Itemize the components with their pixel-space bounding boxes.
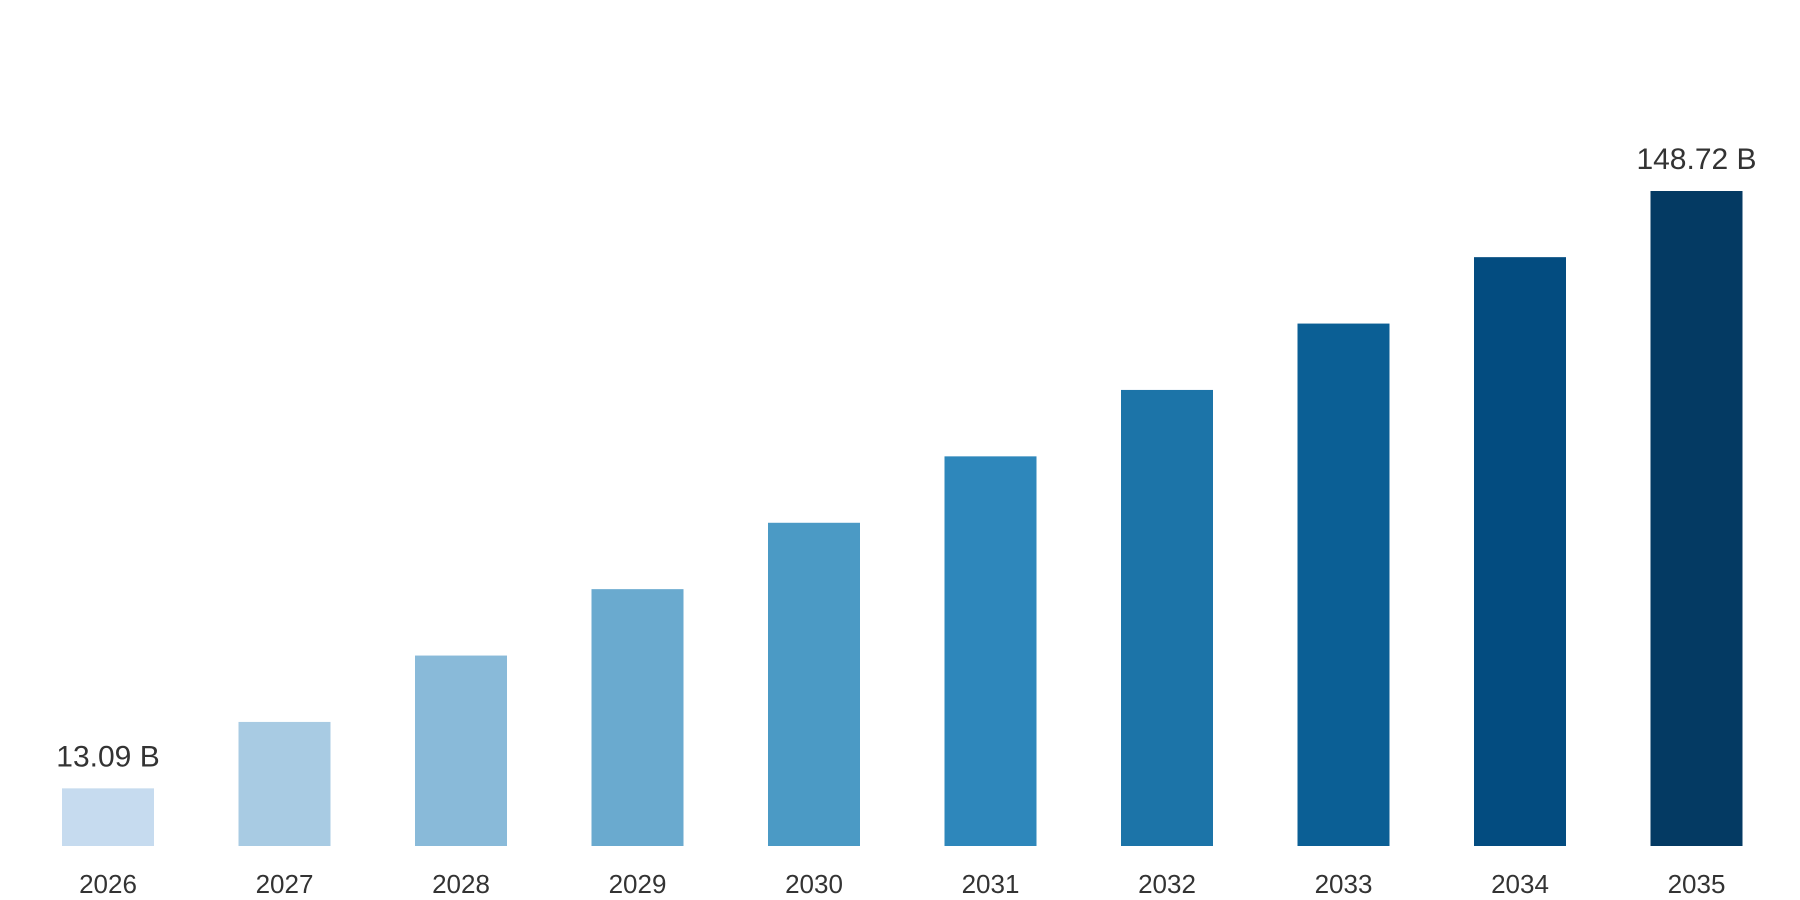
data-label-2026: 13.09 B: [56, 740, 159, 773]
data-labels-layer: 13.09 B 148.72 B: [56, 143, 1756, 773]
bar-2034: [1474, 257, 1566, 846]
x-tick-label-2029: 2029: [609, 869, 667, 899]
bar-2030: [768, 522, 860, 846]
bars-layer: [62, 191, 1743, 847]
bar-2026: [62, 788, 154, 846]
x-tick-label-2034: 2034: [1491, 869, 1549, 899]
x-tick-label-2028: 2028: [432, 869, 490, 899]
bar-2031: [944, 456, 1037, 846]
x-tick-label-2035: 2035: [1668, 869, 1726, 899]
bar-2035: [1650, 191, 1743, 846]
data-label-2035: 148.72 B: [1636, 143, 1756, 176]
x-tick-label-2030: 2030: [785, 869, 843, 899]
x-tick-label-2031: 2031: [962, 869, 1020, 899]
bar-2027: [238, 721, 331, 846]
bar-2033: [1297, 323, 1390, 847]
x-tick-label-2026: 2026: [79, 869, 137, 899]
bar-2032: [1121, 389, 1213, 846]
bar-2029: [591, 589, 684, 846]
x-axis-tick-labels: 2026 2027 2028 2029 2030 2031 2032 2033 2034 2035: [79, 869, 1725, 899]
bar-2028: [415, 655, 507, 846]
x-tick-label-2033: 2033: [1315, 869, 1373, 899]
x-tick-label-2032: 2032: [1138, 869, 1196, 899]
x-tick-label-2027: 2027: [256, 869, 314, 899]
